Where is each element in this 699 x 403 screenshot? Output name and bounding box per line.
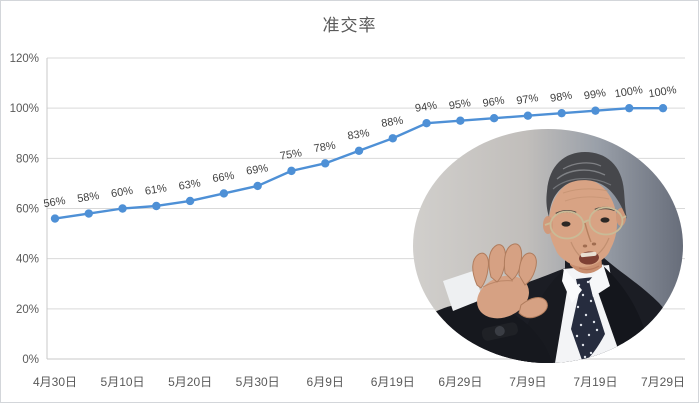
- data-label: 100%: [614, 84, 644, 100]
- y-tick-label: 120%: [10, 53, 39, 65]
- data-label: 60%: [110, 185, 134, 200]
- tie-polka-dots: [575, 280, 599, 359]
- tie: [571, 277, 605, 363]
- data-point: [152, 201, 161, 211]
- data-point: [523, 111, 533, 120]
- data-point: [591, 106, 600, 115]
- eye: [600, 217, 610, 223]
- wristwatch: [481, 322, 518, 341]
- data-label: 66%: [212, 170, 236, 185]
- data-point: [388, 134, 397, 143]
- shirt-collar: [589, 264, 610, 297]
- x-tick-label: 7月29日: [641, 375, 685, 389]
- data-point: [422, 119, 431, 128]
- data-point: [253, 181, 262, 191]
- y-tick-label: 60%: [16, 204, 39, 216]
- hair: [546, 152, 627, 219]
- x-tick-label: 4月30日: [33, 375, 77, 389]
- data-point: [185, 196, 195, 206]
- glasses: [544, 206, 627, 240]
- data-label: 97%: [516, 92, 540, 107]
- data-point: [658, 103, 668, 113]
- nose: [584, 222, 592, 243]
- data-label: 96%: [482, 95, 506, 110]
- y-tick-label: 20%: [16, 304, 39, 316]
- data-point: [489, 114, 499, 123]
- x-tick-label: 5月10日: [101, 375, 145, 389]
- x-tick-label: 6月29日: [438, 375, 482, 389]
- x-tick-label: 5月30日: [236, 375, 280, 389]
- y-tick-label: 0%: [22, 354, 39, 366]
- shirt-cuff: [443, 271, 483, 311]
- data-point: [354, 146, 364, 156]
- x-tick-label: 6月9日: [307, 375, 344, 389]
- data-point: [219, 189, 229, 198]
- data-label: 100%: [648, 84, 678, 100]
- data-label: 98%: [549, 90, 573, 105]
- hand: [472, 243, 548, 319]
- data-point: [118, 204, 127, 213]
- data-point: [625, 103, 634, 113]
- x-tick-label: 7月19日: [573, 375, 617, 389]
- data-label: 58%: [76, 190, 100, 205]
- data-label: 61%: [144, 182, 168, 197]
- x-tick-label: 5月20日: [168, 375, 212, 389]
- y-tick-label: 40%: [16, 254, 39, 266]
- data-label: 95%: [448, 97, 472, 112]
- chart-title: 准交率: [322, 16, 377, 35]
- x-tick-label: 7月9日: [509, 375, 546, 389]
- data-point: [557, 108, 566, 118]
- data-point: [287, 166, 296, 176]
- data-label: 99%: [583, 87, 607, 102]
- y-tick-label: 100%: [10, 103, 39, 115]
- y-tick-label: 80%: [16, 153, 39, 165]
- data-label: 56%: [43, 195, 67, 210]
- data-point: [84, 209, 93, 218]
- data-label: 83%: [347, 127, 371, 142]
- mouth: [579, 251, 599, 265]
- data-point: [456, 116, 465, 125]
- data-label: 94%: [414, 100, 438, 115]
- data-label: 88%: [380, 115, 404, 130]
- eye: [561, 221, 571, 227]
- data-label: 78%: [313, 140, 337, 155]
- businessman-portrait-photo: [413, 129, 683, 363]
- data-label: 63%: [178, 177, 202, 192]
- data-point: [50, 214, 60, 223]
- data-label: 75%: [279, 147, 303, 162]
- data-point: [321, 159, 330, 168]
- portrait-illustration: [413, 129, 683, 363]
- shirt-collar: [562, 268, 582, 303]
- x-tick-label: 6月19日: [371, 375, 415, 389]
- data-label: 69%: [245, 162, 269, 177]
